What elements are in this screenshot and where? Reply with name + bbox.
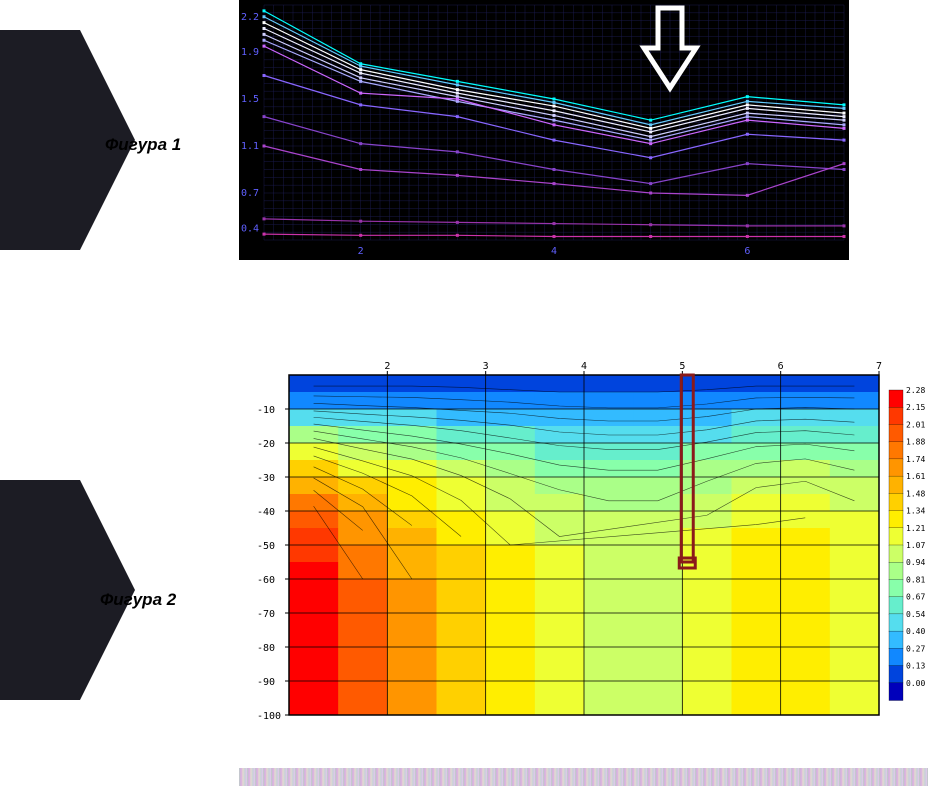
- svg-text:-60: -60: [257, 575, 275, 586]
- svg-text:0.67: 0.67: [906, 593, 925, 602]
- svg-text:-30: -30: [257, 473, 275, 484]
- svg-text:3: 3: [483, 361, 489, 372]
- svg-text:1.61: 1.61: [906, 472, 925, 481]
- svg-text:-80: -80: [257, 643, 275, 654]
- svg-text:0.81: 0.81: [906, 575, 925, 584]
- arrow-block-2: [0, 480, 80, 700]
- svg-text:2.28: 2.28: [906, 386, 925, 395]
- svg-text:2.15: 2.15: [906, 403, 925, 412]
- svg-text:2: 2: [384, 361, 390, 372]
- svg-text:5: 5: [679, 361, 685, 372]
- figure2-label: Фигура 2: [100, 590, 176, 610]
- svg-text:0.00: 0.00: [906, 679, 925, 688]
- svg-text:2.2: 2.2: [241, 12, 259, 23]
- svg-text:-70: -70: [257, 609, 275, 620]
- svg-text:6: 6: [778, 361, 784, 372]
- svg-text:4: 4: [551, 246, 557, 257]
- svg-text:4: 4: [581, 361, 587, 372]
- svg-text:1.48: 1.48: [906, 489, 925, 498]
- svg-text:0.54: 0.54: [906, 610, 925, 619]
- svg-text:1.21: 1.21: [906, 524, 925, 533]
- svg-text:6: 6: [744, 246, 750, 257]
- svg-text:-100: -100: [257, 711, 281, 722]
- svg-text:1.07: 1.07: [906, 541, 925, 550]
- heatmap-chart: 2 3 4 5 6 7 -10 -20 -30 -40 -50 -60 -70 -80 -90 -100 2.…: [239, 355, 939, 725]
- svg-text:7: 7: [876, 361, 882, 372]
- svg-text:0.40: 0.40: [906, 627, 925, 636]
- svg-text:1.9: 1.9: [241, 47, 259, 58]
- figure1-label: Фигура 1: [105, 135, 181, 155]
- heatmap-svg: 2 3 4 5 6 7 -10 -20 -30 -40 -50 -60 -70 -80 -90 -100 2.…: [239, 355, 939, 725]
- svg-text:1.88: 1.88: [906, 438, 925, 447]
- svg-text:-40: -40: [257, 507, 275, 518]
- line-chart: 0.4 0.7 1.1 1.5 1.9 2.2 2 4 6: [239, 0, 849, 260]
- svg-text:0.7: 0.7: [241, 188, 259, 199]
- svg-text:1.1: 1.1: [241, 141, 259, 152]
- svg-text:1.5: 1.5: [241, 94, 259, 105]
- svg-text:0.4: 0.4: [241, 223, 259, 234]
- svg-text:1.34: 1.34: [906, 507, 925, 516]
- svg-text:-10: -10: [257, 405, 275, 416]
- line-chart-svg: 0.4 0.7 1.1 1.5 1.9 2.2 2 4 6: [239, 0, 849, 260]
- svg-text:0.27: 0.27: [906, 644, 925, 653]
- svg-text:2: 2: [358, 246, 364, 257]
- svg-text:0.94: 0.94: [906, 558, 925, 567]
- noise-strip: [239, 768, 928, 786]
- svg-text:1.74: 1.74: [906, 455, 925, 464]
- arrow-block-1: [0, 30, 80, 250]
- svg-text:-20: -20: [257, 439, 275, 450]
- svg-text:2.01: 2.01: [906, 420, 925, 429]
- svg-text:-90: -90: [257, 677, 275, 688]
- svg-text:-50: -50: [257, 541, 275, 552]
- svg-text:0.13: 0.13: [906, 662, 925, 671]
